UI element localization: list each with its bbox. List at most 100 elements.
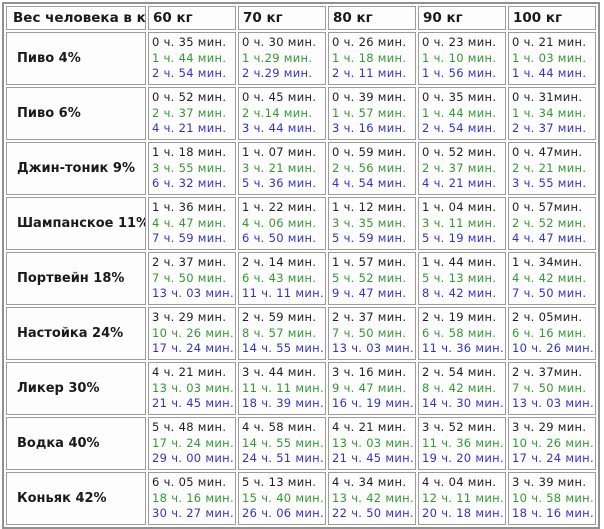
time-cell: 0 ч. 35 мин. 1 ч. 44 мин. 2 ч. 54 мин. [418,87,506,140]
time-line-dose-3: 2 ч.29 мин. [242,66,313,81]
time-line-dose-1: 0 ч. 57мин. [512,200,583,215]
time-line-dose-1: 3 ч. 44 мин. [242,365,317,380]
time-cell: 4 ч. 58 мин. 14 ч. 55 мин. 24 ч. 51 мин. [238,417,326,470]
time-line-dose-1: 5 ч. 13 мин. [242,475,317,490]
time-cell: 0 ч. 52 мин. 2 ч. 37 мин. 4 ч. 21 мин. [148,87,236,140]
weight-header: 70 кг [238,6,326,30]
time-line-dose-2: 1 ч.29 мин. [242,50,313,65]
drink-label: Ликер 30% [6,362,146,415]
time-line-dose-3: 8 ч. 42 мин. [422,286,497,301]
time-line-dose-1: 1 ч. 12 мин. [332,200,407,215]
time-cell: 0 ч. 39 мин. 1 ч. 57 мин. 3 ч. 16 мин. [328,87,416,140]
time-line-dose-2: 2 ч. 52 мин. [512,215,587,230]
time-line-dose-1: 4 ч. 58 мин. [242,420,317,435]
time-line-dose-2: 6 ч. 43 мин. [242,270,317,285]
time-line-dose-2: 7 ч. 50 мин. [512,380,587,395]
time-line-dose-3: 13 ч. 03 мин. [152,286,234,301]
time-line-dose-2: 1 ч. 18 мин. [332,50,407,65]
time-line-dose-3: 2 ч. 54 мин. [422,121,497,136]
time-line-dose-3: 17 ч. 24 мин. [152,341,234,356]
weight-header: 60 кг [148,6,236,30]
time-line-dose-3: 6 ч. 32 мин. [152,176,227,191]
drink-label: Настойка 24% [6,307,146,360]
table-row: Водка 40% 5 ч. 48 мин. 17 ч. 24 мин. 29 ч. … [6,417,596,470]
time-line-dose-1: 1 ч. 22 мин. [242,200,317,215]
time-cell: 1 ч. 34мин. 4 ч. 42 мин. 7 ч. 50 мин. [508,252,596,305]
time-line-dose-2: 3 ч. 55 мин. [152,160,227,175]
time-line-dose-3: 2 ч. 11 мин. [332,66,407,81]
time-cell: 4 ч. 21 мин. 13 ч. 03 мин. 21 ч. 45 мин. [148,362,236,415]
table-row: Шампанское 11% 1 ч. 36 мин. 4 ч. 47 мин. 7 … [6,197,596,250]
time-cell: 0 ч. 47мин. 2 ч. 21 мин. 3 ч. 55 мин. [508,142,596,195]
time-line-dose-1: 1 ч. 36 мин. [152,200,227,215]
time-line-dose-3: 2 ч. 54 мин. [152,66,227,81]
table-row: Ликер 30% 4 ч. 21 мин. 13 ч. 03 мин. 21 ч. … [6,362,596,415]
time-cell: 0 ч. 31мин. 1 ч. 34 мин. 2 ч. 37 мин. [508,87,596,140]
time-line-dose-1: 0 ч. 39 мин. [332,90,407,105]
time-line-dose-1: 2 ч. 37 мин. [152,255,227,270]
time-cell: 1 ч. 07 мин. 3 ч. 21 мин. 5 ч. 36 мин. [238,142,326,195]
time-line-dose-1: 1 ч. 04 мин. [422,200,497,215]
time-cell: 2 ч. 05мин. 6 ч. 16 мин. 10 ч. 26 мин. [508,307,596,360]
time-cell: 0 ч. 21 мин. 1 ч. 03 мин. 1 ч. 44 мин. [508,32,596,85]
time-line-dose-1: 2 ч. 14 мин. [242,255,317,270]
time-line-dose-1: 0 ч. 31мин. [512,90,583,105]
time-cell: 0 ч. 30 мин. 1 ч.29 мин. 2 ч.29 мин. [238,32,326,85]
time-line-dose-3: 22 ч. 50 мин. [332,506,414,521]
time-line-dose-1: 2 ч. 05мин. [512,310,583,325]
time-line-dose-2: 1 ч. 57 мин. [332,105,407,120]
time-line-dose-3: 14 ч. 30 мин. [422,396,504,411]
header-row: Вес человека в кг 60 кг 70 кг 80 кг 90 кг 10… [6,6,596,30]
time-line-dose-1: 4 ч. 34 мин. [332,475,407,490]
time-line-dose-1: 0 ч. 23 мин. [422,35,497,50]
time-line-dose-3: 1 ч. 56 мин. [422,66,497,81]
time-line-dose-2: 5 ч. 13 мин. [422,270,497,285]
time-line-dose-2: 6 ч. 58 мин. [422,325,497,340]
time-line-dose-3: 18 ч. 16 мин. [512,506,594,521]
time-cell: 2 ч. 37 мин. 7 ч. 50 мин. 13 ч. 03 мин. [148,252,236,305]
time-cell: 1 ч. 12 мин. 3 ч. 35 мин. 5 ч. 59 мин. [328,197,416,250]
time-line-dose-3: 4 ч. 21 мин. [422,176,497,191]
time-line-dose-1: 0 ч. 35 мин. [152,35,227,50]
time-line-dose-3: 4 ч. 47 мин. [512,231,587,246]
time-line-dose-2: 3 ч. 35 мин. [332,215,407,230]
time-line-dose-2: 13 ч. 03 мин. [332,435,414,450]
time-line-dose-1: 3 ч. 39 мин. [512,475,587,490]
time-line-dose-1: 1 ч. 34мин. [512,255,583,270]
time-line-dose-2: 2 ч. 56 мин. [332,160,407,175]
time-line-dose-1: 1 ч. 44 мин. [422,255,497,270]
time-line-dose-3: 16 ч. 19 мин. [332,396,414,411]
time-line-dose-2: 14 ч. 55 мин. [242,435,324,450]
time-line-dose-3: 1 ч. 44 мин. [512,66,587,81]
time-line-dose-3: 9 ч. 47 мин. [332,286,407,301]
drink-label: Пиво 6% [6,87,146,140]
time-cell: 4 ч. 21 мин. 13 ч. 03 мин. 21 ч. 45 мин. [328,417,416,470]
weight-header: 100 кг [508,6,596,30]
time-line-dose-3: 11 ч. 11 мин. [242,286,324,301]
time-cell: 0 ч. 52 мин. 2 ч. 37 мин. 4 ч. 21 мин. [418,142,506,195]
time-cell: 3 ч. 29 мин. 10 ч. 26 мин. 17 ч. 24 мин. [508,417,596,470]
time-line-dose-1: 0 ч. 52 мин. [152,90,227,105]
drink-label: Портвейн 18% [6,252,146,305]
time-cell: 5 ч. 48 мин. 17 ч. 24 мин. 29 ч. 00 мин. [148,417,236,470]
time-line-dose-1: 3 ч. 52 мин. [422,420,497,435]
time-line-dose-2: 1 ч. 44 мин. [422,105,497,120]
time-line-dose-3: 3 ч. 55 мин. [512,176,587,191]
time-line-dose-1: 0 ч. 30 мин. [242,35,317,50]
weight-header: 90 кг [418,6,506,30]
time-line-dose-3: 14 ч. 55 мин. [242,341,324,356]
time-line-dose-2: 1 ч. 44 мин. [152,50,227,65]
time-cell: 1 ч. 36 мин. 4 ч. 47 мин. 7 ч. 59 мин. [148,197,236,250]
time-line-dose-2: 3 ч. 21 мин. [242,160,317,175]
drink-label: Водка 40% [6,417,146,470]
time-line-dose-1: 4 ч. 04 мин. [422,475,497,490]
time-line-dose-3: 11 ч. 36 мин. [422,341,504,356]
time-line-dose-3: 20 ч. 18 мин. [422,506,504,521]
time-line-dose-2: 4 ч. 47 мин. [152,215,227,230]
time-cell: 3 ч. 16 мин. 9 ч. 47 мин. 16 ч. 19 мин. [328,362,416,415]
time-cell: 3 ч. 29 мин. 10 ч. 26 мин. 17 ч. 24 мин. [148,307,236,360]
time-cell: 1 ч. 18 мин. 3 ч. 55 мин. 6 ч. 32 мин. [148,142,236,195]
time-line-dose-2: 7 ч. 50 мин. [332,325,407,340]
